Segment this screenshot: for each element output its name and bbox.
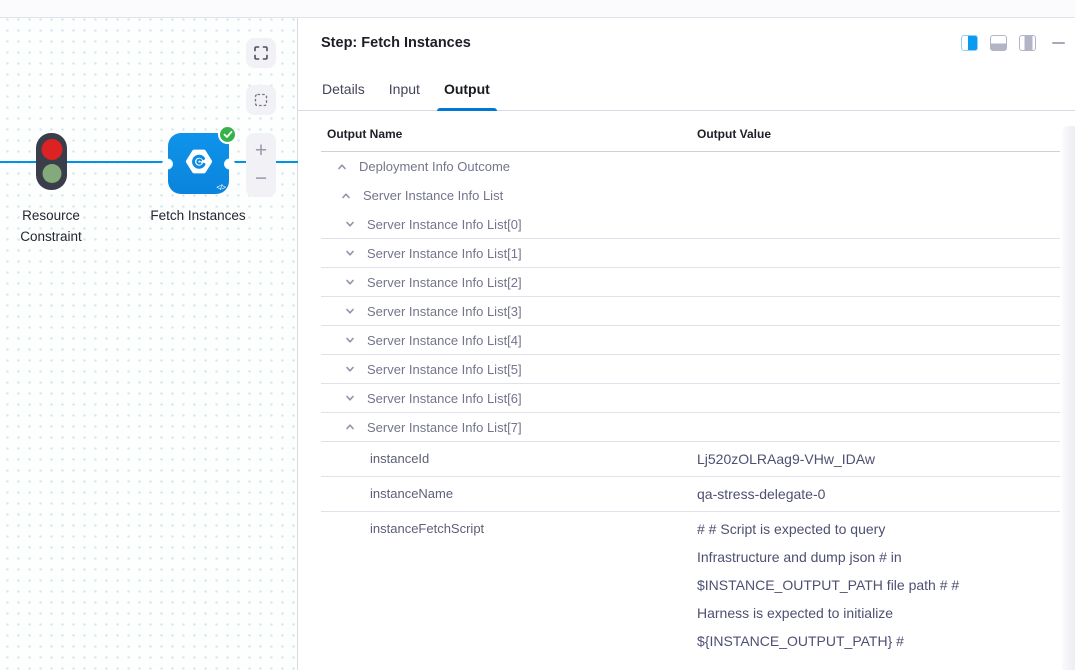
panel-title: Step: Fetch Instances [321, 35, 471, 51]
success-check-icon [218, 125, 237, 144]
output-key: instanceFetchScript [370, 521, 485, 536]
tree-row-label: Server Instance Info List[1] [367, 245, 522, 261]
tree-row-label: Server Instance Info List[5] [367, 361, 522, 377]
chevron-down-icon[interactable] [344, 305, 356, 317]
output-table-rows: Deployment Info Outcome Server Instance … [321, 152, 1060, 658]
chevron-down-icon[interactable] [344, 363, 356, 375]
code-step-icon: </> [216, 183, 226, 192]
tree-row-label: Server Instance Info List [363, 188, 504, 203]
fetch-instances-node[interactable]: </> [163, 125, 237, 194]
output-tree-row[interactable]: Server Instance Info List[7] [321, 413, 1060, 442]
output-tree-row[interactable]: Server Instance Info List[6] [321, 384, 1060, 413]
connector-dot-right [225, 159, 234, 168]
output-kv-row: instanceFetchScript # # Script is expect… [321, 512, 1060, 658]
minus-icon [1052, 41, 1065, 45]
panel-actions [961, 35, 1065, 51]
output-table: Output Name Output Value Deployment Info… [321, 112, 1060, 658]
chevron-down-icon[interactable] [344, 276, 356, 288]
scrollbar-track[interactable] [1062, 126, 1075, 670]
output-value: Lj520zOLRAag9-VHw_IDAw [697, 451, 875, 467]
resource-constraint-node[interactable] [36, 133, 67, 190]
chevron-down-icon[interactable] [344, 392, 356, 404]
fullscreen-button[interactable] [246, 38, 276, 68]
node-label-fetch-instances: Fetch Instances [150, 208, 246, 223]
chevron-up-icon[interactable] [344, 421, 356, 433]
output-value: qa-stress-delegate-0 [697, 486, 826, 502]
tree-row-label: Deployment Info Outcome [359, 159, 511, 174]
traffic-light-red-icon [41, 139, 62, 160]
chevron-down-icon[interactable] [344, 334, 356, 346]
node-label-resource-constraint: Resource Constraint [20, 208, 82, 244]
tree-row-label: Server Instance Info List[4] [367, 332, 522, 348]
output-kv-row: instanceId Lj520zOLRAag9-VHw_IDAw [321, 442, 1060, 477]
harness-step-icon [184, 146, 214, 181]
output-tree-row[interactable]: Server Instance Info List[0] [321, 210, 1060, 239]
output-tree-row[interactable]: Server Instance Info List[2] [321, 268, 1060, 297]
zoom-in-button[interactable]: + [254, 139, 268, 163]
zoom-controls: + − [246, 133, 276, 197]
marquee-select-button[interactable] [246, 85, 276, 115]
tree-row-label: Server Instance Info List[7] [367, 419, 522, 435]
chevron-up-icon[interactable] [340, 190, 352, 202]
column-output-name: Output Name [327, 127, 403, 141]
layout-split-bottom-icon[interactable] [990, 35, 1007, 51]
output-tree-row[interactable]: Server Instance Info List [321, 181, 1060, 210]
tab-bar: Details Input Output [298, 66, 1075, 111]
output-tree-row[interactable]: Server Instance Info List[4] [321, 326, 1060, 355]
top-bar [0, 0, 1075, 18]
tab-input[interactable]: Input [382, 81, 427, 110]
chevron-down-icon[interactable] [344, 247, 356, 259]
tree-row-label: Server Instance Info List[0] [367, 216, 522, 232]
output-key: instanceName [370, 486, 454, 501]
pipeline-canvas[interactable]: Resource Constraint </> Fetch Instances [0, 18, 298, 670]
output-table-header: Output Name Output Value [321, 112, 1060, 152]
minimize-panel-button[interactable] [1052, 38, 1065, 49]
chevron-up-icon[interactable] [336, 161, 348, 173]
tree-row-label: Server Instance Info List[2] [367, 274, 522, 290]
output-kv-row: instanceName qa-stress-delegate-0 [321, 477, 1060, 512]
panel-header: Step: Fetch Instances [298, 18, 1075, 66]
tree-row-label: Server Instance Info List[3] [367, 303, 522, 319]
tab-details[interactable]: Details [315, 81, 372, 110]
connector-dot-left [163, 159, 172, 168]
output-key: instanceId [370, 451, 430, 466]
pipeline-edge [0, 161, 298, 163]
canvas-controls: + − [246, 38, 276, 197]
output-tree-row[interactable]: Server Instance Info List[3] [321, 297, 1060, 326]
output-tree-row[interactable]: Deployment Info Outcome [321, 152, 1060, 181]
output-tree-row[interactable]: Server Instance Info List[5] [321, 355, 1060, 384]
layout-split-inset-icon[interactable] [1019, 35, 1036, 51]
chevron-down-icon[interactable] [344, 218, 356, 230]
marquee-select-icon [254, 93, 268, 107]
tree-row-label: Server Instance Info List[6] [367, 390, 522, 406]
output-value: # # Script is expected to query Infrastr… [697, 521, 960, 649]
fullscreen-icon [254, 46, 268, 60]
layout-split-right-icon[interactable] [961, 35, 978, 51]
traffic-light-green-icon [42, 164, 61, 183]
column-output-value: Output Value [697, 127, 772, 141]
output-tree-row[interactable]: Server Instance Info List[1] [321, 239, 1060, 268]
tab-output[interactable]: Output [436, 81, 497, 111]
zoom-out-button[interactable]: − [254, 166, 268, 190]
step-details-panel: Step: Fetch Instances Details Input Outp… [298, 18, 1075, 670]
